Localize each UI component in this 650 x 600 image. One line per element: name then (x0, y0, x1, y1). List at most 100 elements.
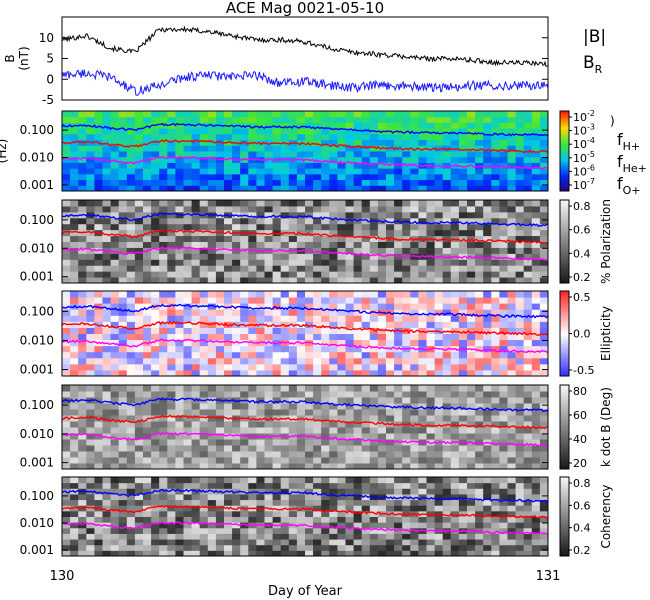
heatmap-cell (531, 415, 541, 422)
heatmap-cell (345, 145, 355, 152)
heatmap-cell (199, 156, 209, 163)
heatmap-cell (337, 421, 346, 428)
heatmap-cell (232, 439, 241, 446)
y-tick-label: 0.100 (20, 123, 54, 137)
heatmap-cell (337, 247, 346, 254)
heatmap-cell (240, 445, 249, 452)
heatmap-cell (507, 145, 517, 152)
heatmap-cell (369, 463, 379, 470)
heatmap-cell (264, 151, 274, 158)
heatmap-cell (264, 339, 274, 347)
heatmap-cell (167, 516, 176, 523)
heatmap-cell (313, 315, 322, 322)
heatmap-cell (102, 403, 112, 410)
heatmap-cell (345, 277, 355, 284)
heatmap-cell (523, 527, 533, 534)
heatmap-cell (78, 427, 87, 434)
heatmap-cell (329, 205, 338, 213)
heatmap-cell (264, 179, 274, 186)
heatmap-cell (467, 185, 476, 192)
heatmap-cell (191, 111, 201, 118)
colorbar-cell (560, 540, 569, 543)
heatmap-cell (126, 333, 136, 341)
y-tick-label: 0.010 (20, 241, 54, 255)
heatmap-cell (394, 277, 403, 284)
heatmap-cell (62, 345, 71, 353)
heatmap-cell (224, 516, 233, 523)
heatmap-cell (151, 427, 160, 434)
heatmap-cell (272, 477, 282, 484)
heatmap-cell (523, 427, 533, 434)
colorbar-label: Ellipticity (599, 306, 613, 361)
heatmap-cell (450, 309, 460, 316)
heatmap-cell (515, 439, 525, 446)
heatmap-cell (224, 369, 233, 377)
heatmap-cell (240, 451, 249, 458)
heatmap-cell (499, 510, 508, 517)
heatmap-cell (167, 451, 176, 458)
heatmap-cell (402, 309, 411, 316)
heatmap-cell (199, 291, 209, 298)
heatmap-cell (369, 539, 379, 546)
heatmap-cell (337, 445, 346, 452)
heatmap-cell (296, 277, 306, 284)
heatmap-cell (110, 391, 120, 398)
heatmap-cell (191, 516, 201, 523)
heatmap-cell (102, 488, 112, 495)
heatmap-cell (110, 516, 120, 523)
heatmap-cell (345, 265, 355, 272)
heatmap-cell (102, 241, 112, 248)
heatmap-cell (232, 505, 241, 512)
heatmap-cell (361, 351, 371, 359)
heatmap-cell (62, 427, 71, 434)
colorbar-cell (560, 312, 569, 315)
heatmap-cell (491, 247, 500, 254)
heatmap-cell (499, 539, 508, 546)
heatmap-cell (491, 156, 500, 163)
heatmap-cell (94, 133, 103, 141)
colorbar-cell (560, 173, 569, 176)
colorbar-cell (560, 500, 569, 504)
heatmap-cell (426, 173, 436, 181)
heatmap-cell (86, 156, 95, 163)
heatmap-cell (386, 463, 395, 470)
heatmap-cell (475, 139, 484, 146)
heatmap-cell (191, 253, 201, 260)
heatmap-cell (264, 369, 274, 377)
heatmap-cell (264, 235, 274, 242)
heatmap-cell (256, 139, 265, 146)
heatmap-cell (280, 309, 290, 316)
heatmap-cell (240, 309, 249, 316)
colorbar-cell (560, 133, 569, 136)
heatmap-cell (159, 339, 168, 347)
heatmap-cell (418, 309, 427, 316)
heatmap-cell (134, 403, 144, 410)
heatmap-cell (394, 477, 403, 484)
heatmap-cell (377, 291, 387, 298)
heatmap-cell (191, 550, 201, 557)
colorbar-cell (560, 445, 569, 449)
heatmap-cell (224, 217, 233, 225)
heatmap-cell (515, 477, 525, 484)
heatmap-cell (499, 439, 508, 446)
heatmap-cell (507, 139, 517, 146)
heatmap-cell (523, 211, 533, 219)
heatmap-cell (151, 168, 160, 175)
heatmap-cell (183, 156, 193, 163)
heatmap-cell (539, 505, 549, 512)
heatmap-cell (410, 499, 419, 506)
heatmap-cell (410, 168, 419, 175)
heatmap-cell (62, 116, 71, 123)
heatmap-cell (62, 247, 71, 254)
heatmap-cell (215, 333, 225, 341)
heatmap-cell (118, 516, 128, 523)
heatmap-cell (191, 522, 201, 529)
heatmap-cell (126, 315, 136, 322)
heatmap-cell (353, 241, 363, 248)
colorbar-cell (560, 183, 569, 186)
heatmap-cell (491, 351, 500, 359)
heatmap-cell (410, 139, 419, 146)
heatmap-cell (151, 200, 160, 207)
heatmap-cell (499, 433, 508, 440)
heatmap-cell (78, 550, 87, 557)
